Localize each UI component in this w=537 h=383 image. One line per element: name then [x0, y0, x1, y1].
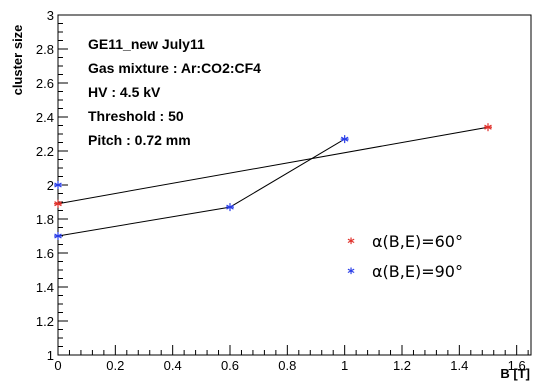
x-tick-label: 1.4 — [450, 358, 468, 373]
x-tick-label: 0.2 — [106, 358, 124, 373]
fit-line — [57, 138, 345, 237]
y-tick-label: 1.8 — [36, 212, 54, 227]
annotation-line: Threshold : 50 — [88, 108, 184, 124]
axis-ticks — [57, 14, 529, 356]
y-tick-label: 2.4 — [36, 110, 54, 125]
y-tick-label: 1.6 — [36, 246, 54, 261]
x-tick-label: 0.4 — [164, 358, 182, 373]
y-tick-label: 2.2 — [36, 144, 54, 159]
data-point — [54, 199, 62, 208]
legend-marker: * — [347, 266, 355, 282]
legend-entry: α(B,E)=90° — [372, 262, 463, 281]
data-points — [54, 123, 492, 240]
x-tick-label: 0.6 — [221, 358, 239, 373]
annotation-line: GE11_new July11 — [88, 36, 205, 52]
y-tick-label: 2.8 — [36, 42, 54, 57]
y-tick-label: 1.4 — [36, 280, 54, 295]
y-tick-label: 1 — [47, 348, 54, 363]
legend-marker: * — [347, 236, 355, 252]
data-point — [340, 135, 349, 144]
annotation-line: Gas mixture : Ar:CO2:CF4 — [88, 60, 261, 76]
y-tick-label: 2.6 — [36, 76, 54, 91]
data-point — [484, 123, 492, 132]
legend: * α(B,E)=60° * α(B,E)=90° — [347, 232, 463, 282]
y-tick-label: 2 — [47, 178, 54, 193]
annotation-block: GE11_new July11 Gas mixture : Ar:CO2:CF4… — [88, 36, 261, 148]
x-tick-label: 0.8 — [278, 358, 296, 373]
x-tick-label: 1.6 — [508, 358, 526, 373]
x-tick-label: 0 — [54, 358, 61, 373]
data-point — [54, 181, 62, 189]
y-tick-label: 1.2 — [36, 314, 54, 329]
fit-line — [57, 126, 489, 205]
y-tick-label: 3 — [47, 8, 54, 23]
x-tick-label: 1.2 — [393, 358, 411, 373]
x-tick-label: 1 — [341, 358, 348, 373]
y-axis-label: cluster size — [10, 25, 25, 96]
x-axis-label: B [T] — [500, 366, 530, 381]
annotation-line: Pitch : 0.72 mm — [88, 132, 191, 148]
tick-labels: 0 0.2 0.4 0.6 0.8 1 1.2 1.4 1.6 1 1.2 1.4 1.6 1.8 2 2.2… — [36, 8, 526, 373]
data-point — [226, 203, 234, 212]
annotation-line: HV : 4.5 kV — [88, 84, 161, 100]
data-point — [54, 232, 62, 240]
legend-entry: α(B,E)=60° — [372, 232, 463, 251]
